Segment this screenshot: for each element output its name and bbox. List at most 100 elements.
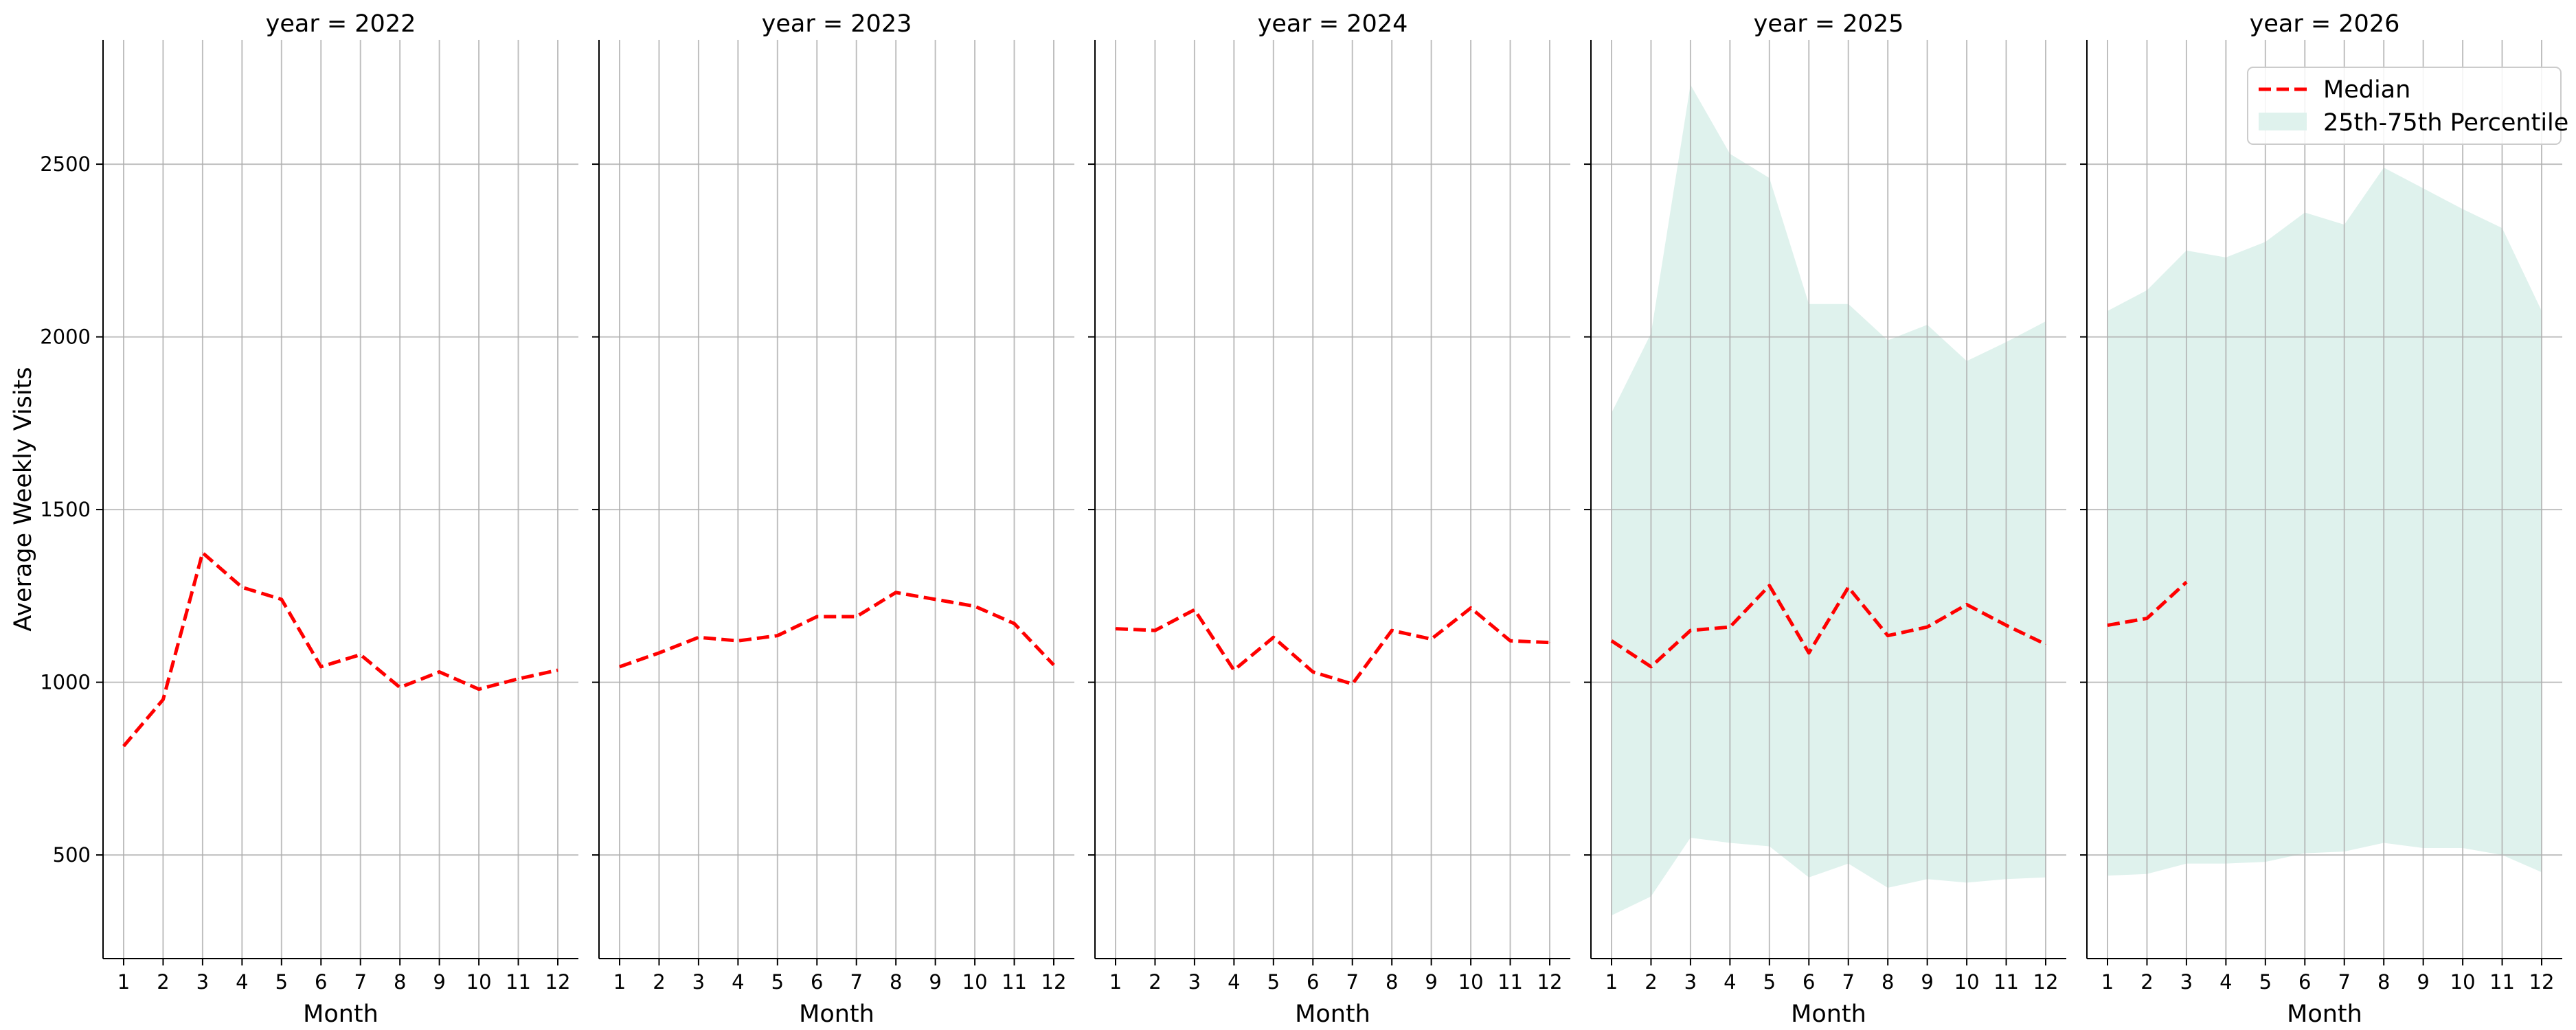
y-tick-label: 1000: [40, 671, 91, 694]
median-point: [1927, 626, 1928, 628]
x-tick-label: 9: [1425, 970, 1437, 994]
x-tick-label: 7: [850, 970, 863, 994]
median-point: [698, 637, 699, 638]
median-point: [202, 552, 203, 553]
x-tick-label: 4: [732, 970, 744, 994]
x-tick-label: 2: [1645, 970, 1657, 994]
median-line: [1115, 606, 1550, 686]
x-tick-label: 12: [2033, 970, 2059, 994]
median-point: [777, 635, 778, 637]
x-tick-label: 10: [962, 970, 988, 994]
x-tick-label: 6: [811, 970, 823, 994]
x-tick-label: 10: [2450, 970, 2476, 994]
x-tick-label: 12: [545, 970, 571, 994]
x-tick-label: 1: [1605, 970, 1618, 994]
y-axis-label: Average Weekly Visits: [10, 367, 37, 631]
x-tick-label: 3: [1684, 970, 1697, 994]
x-tick-label: 5: [1267, 970, 1280, 994]
x-axis-label: Month: [2287, 1000, 2362, 1028]
x-tick-label: 6: [2298, 970, 2311, 994]
x-tick-label: 6: [1307, 970, 1319, 994]
legend-band-swatch: [2259, 113, 2307, 130]
facet-title: year = 2024: [1258, 10, 1408, 38]
x-tick-label: 11: [2489, 970, 2515, 994]
x-tick-label: 2: [157, 970, 169, 994]
x-tick-label: 7: [1346, 970, 1359, 994]
x-tick-label: 3: [2180, 970, 2193, 994]
y-tick-label: 2500: [40, 152, 91, 176]
x-axis-label: Month: [303, 1000, 379, 1028]
median-point: [1848, 586, 1849, 588]
median-point: [2006, 625, 2007, 626]
x-axis-label: Month: [1791, 1000, 1866, 1028]
x-tick-label: 4: [2219, 970, 2232, 994]
x-tick-label: 6: [315, 970, 327, 994]
x-tick-label: 3: [692, 970, 705, 994]
x-tick-label: 5: [1763, 970, 1776, 994]
x-tick-label: 2: [653, 970, 665, 994]
x-tick-label: 12: [2529, 970, 2555, 994]
x-tick-label: 10: [1954, 970, 1980, 994]
x-tick-label: 11: [506, 970, 531, 994]
x-tick-label: 6: [1803, 970, 1815, 994]
x-tick-label: 11: [1993, 970, 2019, 994]
median-point: [1014, 623, 1015, 624]
median-point: [1273, 637, 1274, 638]
x-tick-label: 4: [1724, 970, 1736, 994]
x-tick-label: 11: [1002, 970, 1027, 994]
facet-title: year = 2022: [266, 10, 416, 38]
x-tick-label: 7: [2338, 970, 2351, 994]
median-line: [1610, 584, 2047, 669]
x-tick-label: 1: [1109, 970, 1122, 994]
x-tick-label: 8: [394, 970, 406, 994]
x-tick-label: 10: [466, 970, 492, 994]
x-tick-label: 12: [1041, 970, 1067, 994]
y-tick-label: 500: [53, 843, 91, 867]
x-tick-label: 9: [433, 970, 445, 994]
x-tick-label: 9: [2417, 970, 2429, 994]
median-point: [1690, 630, 1691, 631]
x-tick-label: 5: [275, 970, 288, 994]
percentile-band: [1612, 84, 2046, 916]
x-axis-label: Month: [799, 1000, 874, 1028]
x-tick-label: 10: [1458, 970, 1484, 994]
x-tick-label: 4: [1228, 970, 1240, 994]
x-tick-label: 2: [2140, 970, 2153, 994]
percentile-band: [2108, 168, 2542, 876]
median-point: [1194, 609, 1195, 610]
x-tick-label: 8: [1386, 970, 1398, 994]
x-tick-label: 1: [613, 970, 626, 994]
x-tick-label: 4: [236, 970, 248, 994]
median-line: [122, 551, 558, 748]
x-tick-label: 5: [2259, 970, 2272, 994]
legend-box: [2247, 67, 2562, 145]
x-tick-label: 11: [1498, 970, 1523, 994]
y-tick-label: 1500: [40, 498, 91, 521]
median-point: [1769, 585, 1770, 586]
facet-title: year = 2025: [1754, 10, 1904, 38]
x-tick-label: 8: [1882, 970, 1894, 994]
legend-band-label: 25th-75th Percentile: [2323, 109, 2568, 137]
x-tick-label: 5: [771, 970, 784, 994]
x-tick-label: 12: [1537, 970, 1563, 994]
x-tick-label: 7: [354, 970, 367, 994]
x-tick-label: 1: [2101, 970, 2114, 994]
median-point: [518, 678, 519, 680]
legend: Median 25th-75th Percentile: [2247, 67, 2568, 145]
x-tick-label: 3: [1188, 970, 1201, 994]
median-line: [619, 591, 1055, 669]
median-point: [360, 654, 361, 655]
facet-title: year = 2026: [2250, 10, 2400, 38]
median-point: [1352, 683, 1353, 685]
x-tick-label: 7: [1842, 970, 1855, 994]
x-tick-label: 9: [929, 970, 941, 994]
x-tick-label: 8: [890, 970, 902, 994]
x-tick-label: 1: [117, 970, 130, 994]
